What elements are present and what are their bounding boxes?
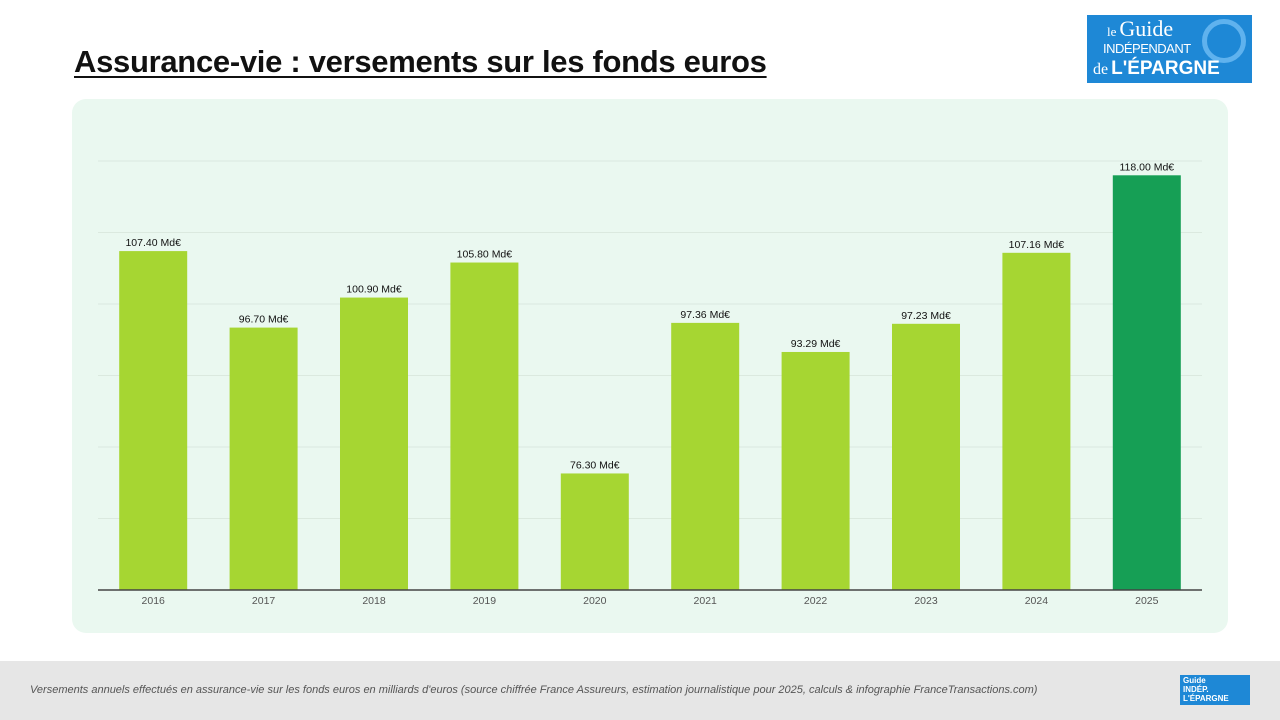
x-tick-label-2016: 2016: [142, 595, 166, 607]
footer: Versements annuels effectués en assuranc…: [0, 661, 1280, 720]
x-tick-label-2023: 2023: [914, 595, 938, 607]
x-tick-label-2018: 2018: [362, 595, 386, 607]
x-tick-label-2022: 2022: [804, 595, 828, 607]
bar-2024: [1002, 252, 1071, 590]
logo-circle: [1202, 19, 1246, 63]
x-tick-label-2020: 2020: [583, 595, 607, 607]
bar-2017: [229, 327, 298, 590]
bar-2025: [1112, 175, 1181, 591]
data-label-2020: 76.30 Md€: [570, 459, 620, 471]
x-tick-label-2025: 2025: [1135, 595, 1159, 607]
bar-2019: [450, 262, 519, 590]
footer-logo: Guide INDÉP. L'ÉPARGNE: [1180, 675, 1250, 705]
page-title: Assurance-vie : versements sur les fonds…: [74, 44, 767, 79]
data-label-2017: 96.70 Md€: [239, 314, 289, 326]
x-tick-label-2021: 2021: [694, 595, 718, 607]
guide-epargne-logo: le Guide INDÉPENDANT de L'ÉPARGNE: [1087, 15, 1252, 83]
x-tick-label-2019: 2019: [473, 595, 497, 607]
bar-2022: [781, 351, 850, 590]
data-label-2023: 97.23 Md€: [901, 310, 951, 322]
data-label-2021: 97.36 Md€: [680, 309, 730, 321]
bar-2020: [560, 473, 629, 590]
bar-2016: [119, 251, 188, 590]
bar-2018: [340, 297, 408, 590]
bar-chart: 107.40 Md€ 2016 96.70 Md€ 2017 100.90 Md€ 201…: [98, 160, 1202, 607]
bar-2021: [671, 322, 740, 590]
x-tick-label-2017: 2017: [252, 595, 276, 607]
data-label-2019: 105.80 Md€: [457, 249, 513, 261]
data-label-2025: 118.00 Md€: [1119, 161, 1174, 173]
data-label-2024: 107.16 Md€: [1009, 239, 1065, 251]
source-note: Versements annuels effectués en assuranc…: [30, 684, 1038, 696]
data-label-2022: 93.29 Md€: [791, 338, 841, 350]
data-label-2016: 107.40 Md€: [125, 237, 181, 249]
data-label-2018: 100.90 Md€: [346, 284, 402, 296]
x-tick-label-2024: 2024: [1025, 595, 1049, 607]
bar-2023: [892, 323, 960, 590]
